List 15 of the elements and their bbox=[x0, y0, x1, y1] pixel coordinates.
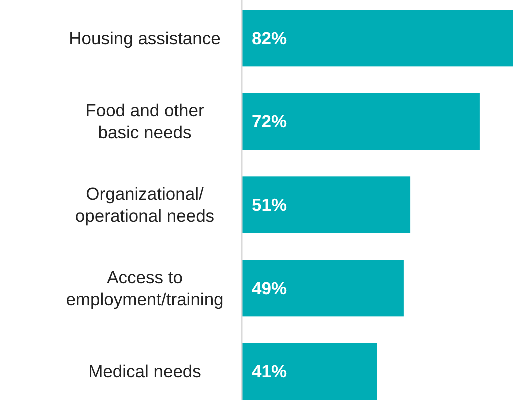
y-tick-label: Access to employment/training bbox=[66, 267, 224, 310]
data-label: 51% bbox=[252, 195, 288, 215]
y-tick-label: Organizational/ operational needs bbox=[75, 184, 215, 226]
data-label: 41% bbox=[252, 362, 288, 382]
bar bbox=[242, 260, 404, 317]
bar bbox=[242, 343, 378, 400]
y-tick-label: Housing assistance bbox=[69, 28, 221, 48]
y-tick-label: Food and other basic needs bbox=[86, 100, 205, 143]
bar bbox=[242, 10, 513, 67]
data-label: 49% bbox=[252, 278, 288, 298]
bar bbox=[242, 176, 411, 234]
y-tick-label: Medical needs bbox=[88, 362, 202, 382]
bar bbox=[242, 93, 480, 150]
data-label: 72% bbox=[252, 112, 288, 132]
data-label: 82% bbox=[252, 28, 288, 48]
